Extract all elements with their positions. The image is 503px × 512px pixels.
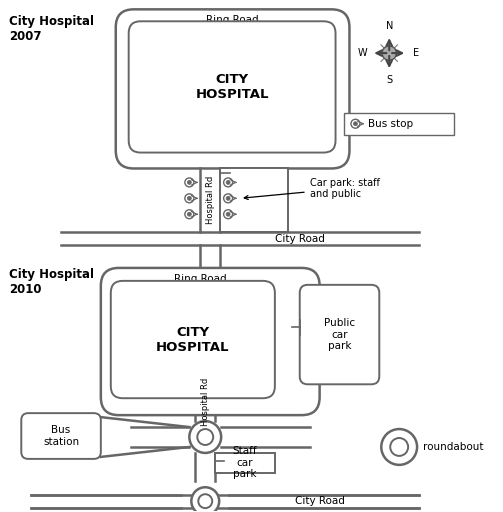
Circle shape bbox=[191, 487, 219, 512]
FancyBboxPatch shape bbox=[21, 413, 101, 459]
FancyBboxPatch shape bbox=[129, 22, 336, 153]
Text: Ring Road: Ring Road bbox=[174, 274, 226, 284]
Text: E: E bbox=[413, 48, 419, 58]
Text: CITY
HOSPITAL: CITY HOSPITAL bbox=[195, 73, 269, 101]
Circle shape bbox=[198, 494, 212, 508]
Text: CITY
HOSPITAL: CITY HOSPITAL bbox=[156, 326, 229, 354]
Circle shape bbox=[197, 429, 213, 445]
Circle shape bbox=[224, 210, 232, 219]
Circle shape bbox=[390, 438, 408, 456]
Bar bbox=[215, 453, 275, 473]
Circle shape bbox=[224, 194, 232, 203]
Circle shape bbox=[185, 194, 194, 203]
Text: City Hospital
2010: City Hospital 2010 bbox=[10, 268, 95, 296]
Text: City Road: City Road bbox=[295, 496, 345, 506]
Text: Car park: staff
and public: Car park: staff and public bbox=[244, 178, 380, 200]
Circle shape bbox=[351, 119, 360, 128]
Text: Staff
car
park: Staff car park bbox=[233, 446, 258, 479]
Text: City Road: City Road bbox=[275, 233, 324, 244]
Circle shape bbox=[381, 429, 417, 465]
Circle shape bbox=[187, 196, 191, 200]
Circle shape bbox=[382, 46, 396, 60]
Circle shape bbox=[226, 180, 230, 184]
Circle shape bbox=[224, 178, 232, 187]
Circle shape bbox=[226, 212, 230, 216]
Text: Ring Road: Ring Road bbox=[206, 15, 259, 25]
Circle shape bbox=[354, 122, 358, 126]
Text: Public
car
park: Public car park bbox=[324, 318, 355, 351]
Text: N: N bbox=[385, 22, 393, 31]
Text: City Hospital
2007: City Hospital 2007 bbox=[10, 15, 95, 44]
Text: Bus
station: Bus station bbox=[43, 425, 79, 447]
FancyBboxPatch shape bbox=[116, 9, 350, 168]
Circle shape bbox=[185, 178, 194, 187]
Bar bbox=[345, 113, 454, 135]
Text: W: W bbox=[358, 48, 367, 58]
Text: Hospital Rd: Hospital Rd bbox=[206, 176, 215, 224]
Circle shape bbox=[187, 180, 191, 184]
Text: Bus stop: Bus stop bbox=[368, 119, 413, 129]
Text: Hospital Rd: Hospital Rd bbox=[201, 378, 210, 426]
Circle shape bbox=[189, 421, 221, 453]
Circle shape bbox=[185, 210, 194, 219]
FancyBboxPatch shape bbox=[111, 281, 275, 398]
Bar bbox=[220, 168, 288, 232]
Circle shape bbox=[187, 212, 191, 216]
FancyBboxPatch shape bbox=[300, 285, 379, 385]
Circle shape bbox=[226, 196, 230, 200]
FancyBboxPatch shape bbox=[101, 268, 319, 415]
Text: roundabout: roundabout bbox=[423, 442, 483, 452]
Text: S: S bbox=[386, 75, 392, 85]
